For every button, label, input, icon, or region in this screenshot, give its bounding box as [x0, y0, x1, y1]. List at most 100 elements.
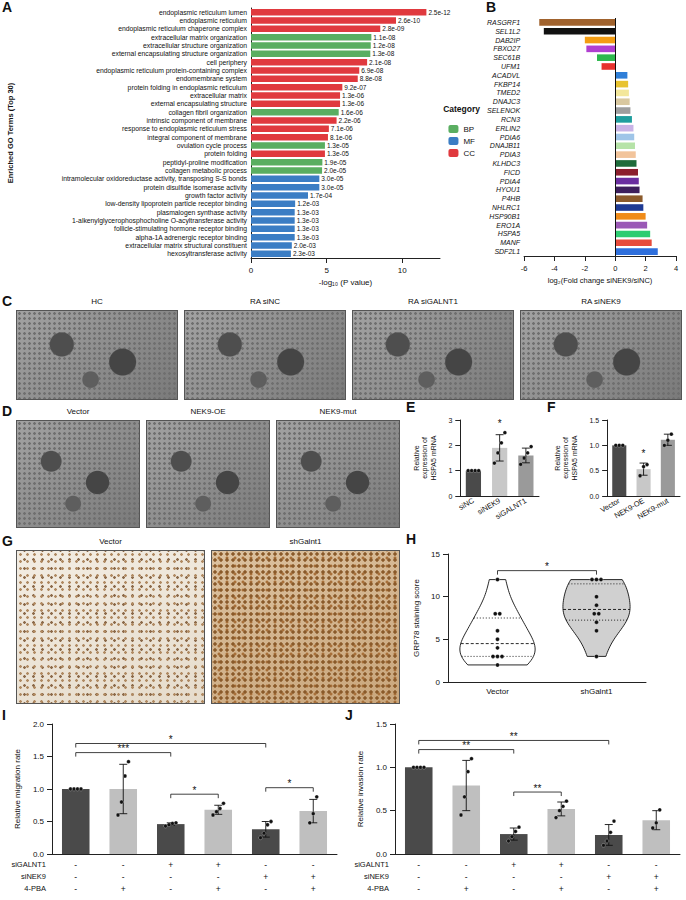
svg-text:NEK9-mut: NEK9-mut: [636, 496, 671, 522]
svg-text:6.9e-08: 6.9e-08: [361, 67, 383, 74]
svg-text:*: *: [193, 785, 197, 796]
svg-text:DAB2IP: DAB2IP: [495, 37, 520, 44]
svg-text:4-PBA: 4-PBA: [24, 884, 46, 893]
svg-text:-: -: [264, 884, 267, 894]
svg-text:MF: MF: [463, 137, 475, 146]
svg-text:1.3e-05: 1.3e-05: [327, 150, 349, 157]
svg-text:0.5: 0.5: [589, 467, 599, 474]
svg-text:siNC: siNC: [457, 496, 476, 512]
svg-text:-: -: [169, 884, 172, 894]
svg-text:alpha-1A adrenergic receptor b: alpha-1A adrenergic receptor binding: [136, 234, 248, 242]
svg-text:10: 10: [431, 592, 440, 601]
svg-text:response to endoplasmic reticu: response to endoplasmic reticulum stress: [122, 125, 248, 133]
svg-text:PDIA3: PDIA3: [500, 151, 520, 158]
svg-text:SDF2L1: SDF2L1: [494, 248, 520, 255]
svg-text:-: -: [264, 860, 267, 870]
svg-text:BP: BP: [463, 125, 474, 134]
svg-text:-: -: [512, 884, 515, 894]
svg-text:9.2e-07: 9.2e-07: [344, 84, 366, 91]
svg-text:+: +: [654, 884, 659, 894]
svg-text:SELENOK: SELENOK: [487, 107, 520, 114]
svg-text:2.2e-06: 2.2e-06: [339, 117, 361, 124]
svg-text:*: *: [642, 448, 646, 459]
svg-text:PDIA6: PDIA6: [500, 134, 520, 141]
svg-text:0: 0: [249, 266, 254, 275]
svg-text:-: -: [122, 860, 125, 870]
svg-text:siGALNT1: siGALNT1: [11, 860, 46, 869]
svg-text:2.5e-12: 2.5e-12: [428, 9, 450, 16]
svg-text:+: +: [311, 872, 316, 882]
svg-text:ERO1A: ERO1A: [496, 222, 520, 229]
svg-text:0: 0: [436, 678, 441, 687]
svg-text:+: +: [216, 860, 221, 870]
svg-text:1: 1: [448, 467, 452, 474]
svg-text:protein folding: protein folding: [204, 150, 247, 158]
svg-text:2.0e-05: 2.0e-05: [324, 167, 346, 174]
svg-text:**: **: [462, 740, 470, 751]
svg-text:1.7e-04: 1.7e-04: [310, 192, 332, 199]
svg-text:siGALNT1: siGALNT1: [494, 496, 528, 521]
svg-text:1.0: 1.0: [376, 763, 388, 772]
svg-text:+: +: [559, 860, 564, 870]
svg-text:SEC61B: SEC61B: [493, 54, 520, 61]
svg-text:+: +: [559, 884, 564, 894]
svg-text:1.3e-03: 1.3e-03: [297, 209, 319, 216]
svg-text:-: -: [560, 872, 563, 882]
svg-text:-: -: [74, 860, 77, 870]
svg-text:2.1e-08: 2.1e-08: [369, 59, 391, 66]
svg-text:-log₁₀ (P value): -log₁₀ (P value): [319, 278, 373, 287]
svg-text:*: *: [498, 418, 502, 429]
svg-text:-: -: [417, 884, 420, 894]
svg-text:1.3e-03: 1.3e-03: [297, 234, 319, 241]
svg-text:0.0: 0.0: [589, 493, 599, 500]
svg-text:1.9e-05: 1.9e-05: [324, 159, 346, 166]
svg-text:integral component of membrane: integral component of membrane: [147, 134, 247, 142]
svg-text:1.0: 1.0: [589, 442, 599, 449]
svg-text:1.5: 1.5: [376, 720, 388, 729]
svg-text:-: -: [417, 872, 420, 882]
svg-text:5: 5: [436, 635, 441, 644]
svg-text:-: -: [607, 884, 610, 894]
svg-text:2: 2: [644, 264, 648, 273]
svg-text:+: +: [311, 884, 316, 894]
svg-text:8.8e-08: 8.8e-08: [360, 75, 382, 82]
svg-text:hexosyltransferase activity: hexosyltransferase activity: [167, 250, 247, 258]
svg-text:UFM1: UFM1: [501, 63, 520, 70]
svg-text:RASGRF1: RASGRF1: [487, 19, 520, 26]
svg-text:*: *: [288, 778, 292, 789]
svg-text:-: -: [122, 872, 125, 882]
svg-text:SEL1L2: SEL1L2: [495, 28, 520, 35]
svg-text:*: *: [169, 734, 173, 745]
svg-text:Relative: Relative: [413, 445, 420, 470]
svg-text:ovulation cycle process: ovulation cycle process: [177, 142, 248, 150]
svg-text:1.3e-05: 1.3e-05: [327, 142, 349, 149]
svg-text:extracellular matrix organizat: extracellular matrix organization: [151, 34, 247, 42]
svg-text:8.1e-06: 8.1e-06: [330, 134, 352, 141]
svg-text:RCN3: RCN3: [501, 116, 520, 123]
svg-text:-: -: [312, 860, 315, 870]
svg-text:endoplasmic reticulum protein-: endoplasmic reticulum protein-containing…: [96, 67, 247, 75]
svg-text:ERLIN2: ERLIN2: [496, 125, 521, 132]
svg-text:endoplasmic reticulum chaperon: endoplasmic reticulum chaperone complex: [118, 25, 247, 33]
svg-text:endoplasmic reticulum: endoplasmic reticulum: [179, 17, 247, 25]
svg-text:**: **: [510, 731, 518, 742]
svg-text:2.0e-03: 2.0e-03: [294, 242, 316, 249]
svg-text:1.0: 1.0: [33, 785, 45, 794]
svg-text:FBXO27: FBXO27: [493, 45, 521, 52]
svg-text:CC: CC: [463, 149, 475, 158]
svg-text:TMED2: TMED2: [496, 89, 520, 96]
svg-text:2.0: 2.0: [33, 720, 45, 729]
svg-text:extracellular structure organi: extracellular structure organization: [143, 42, 247, 50]
svg-text:ACADVL: ACADVL: [491, 72, 520, 79]
svg-text:peptidyl-proline modification: peptidyl-proline modification: [163, 159, 247, 167]
svg-text:1.3e-06: 1.3e-06: [342, 100, 364, 107]
svg-text:1.3e-03: 1.3e-03: [297, 217, 319, 224]
svg-text:10: 10: [398, 266, 407, 275]
svg-text:0.5: 0.5: [376, 806, 388, 815]
svg-text:15: 15: [431, 550, 440, 559]
svg-text:-4: -4: [551, 264, 558, 273]
svg-text:+: +: [654, 872, 659, 882]
svg-text:+: +: [464, 884, 469, 894]
svg-text:-: -: [465, 872, 468, 882]
svg-text:protein disulfide isomerase ac: protein disulfide isomerase activity: [143, 184, 247, 192]
